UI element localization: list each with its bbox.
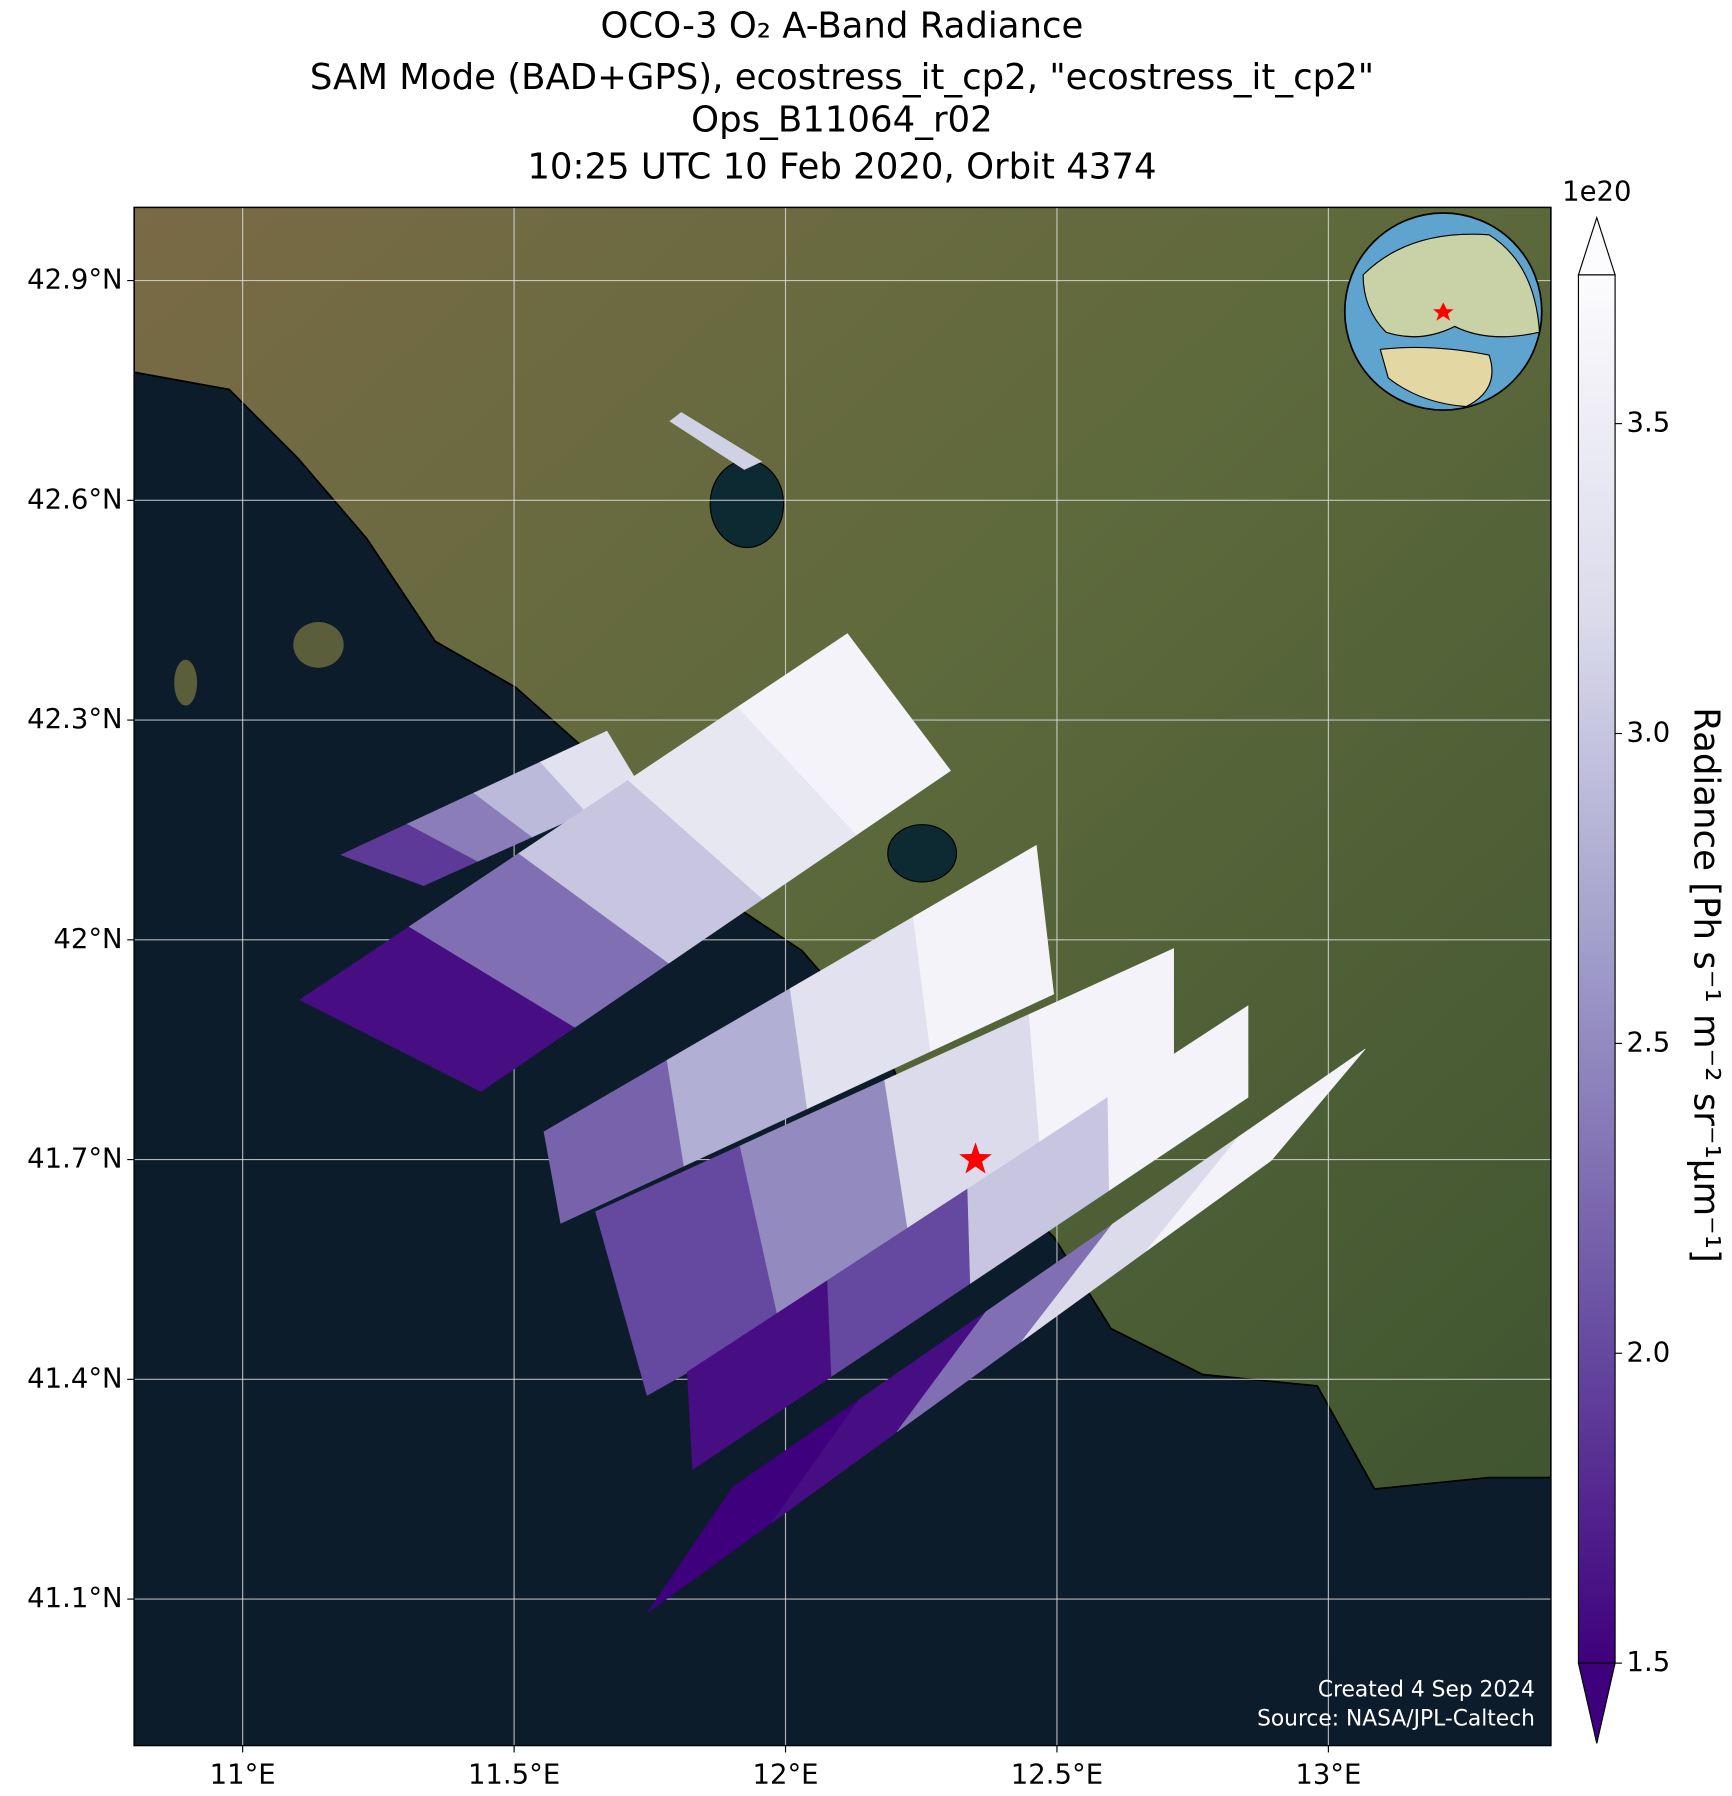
x-tick-label: 12°E: [752, 1758, 818, 1790]
colorbar-tick-label: 1.5: [1627, 1646, 1671, 1678]
globe-star: [1432, 302, 1454, 321]
x-tick-label: 11°E: [210, 1758, 276, 1790]
colorbar-tick-label: 2.5: [1627, 1026, 1671, 1058]
y-tick-label: 41.4°N: [27, 1362, 122, 1394]
y-tick-label: 41.1°N: [27, 1582, 122, 1614]
map: Created 4 Sep 2024 Source: NASA/JPL-Calt…: [134, 207, 1551, 1746]
island: [293, 621, 344, 668]
title-line: SAM Mode (BAD+GPS), ecostress_it_cp2, "e…: [310, 57, 1374, 98]
y-tick-label: 41.7°N: [27, 1143, 122, 1175]
swath-segment: [737, 633, 951, 836]
y-tick-label: 42°N: [53, 923, 122, 955]
target-star: [959, 1142, 992, 1174]
globe-land: [1362, 233, 1541, 338]
colorbar-tick-label: 3.0: [1627, 717, 1671, 749]
footer: Source: NASA/JPL-Caltech: [1257, 1706, 1535, 1731]
x-tick-label: 12.5°E: [1011, 1758, 1103, 1790]
map-frame: [133, 206, 1552, 1747]
colorbar-tick-label: 3.5: [1627, 407, 1671, 439]
island: [174, 659, 198, 706]
x-tick-label: 13°E: [1295, 1758, 1361, 1790]
lake: [887, 824, 958, 883]
title-line: 10:25 UTC 10 Feb 2020, Orbit 4374: [527, 146, 1156, 187]
title-line: Ops_B11064_r02: [691, 99, 993, 140]
colorbar-label: Radiance [Ph s⁻¹ m⁻² sr⁻¹μm⁻¹]: [1685, 707, 1726, 1263]
swath-segment: [912, 844, 1055, 1052]
colorbar: [1577, 274, 1616, 1664]
footer: Created 4 Sep 2024: [1318, 1678, 1535, 1703]
globe-land: [1379, 346, 1493, 408]
x-tick-label: 11.5°E: [468, 1758, 560, 1790]
y-tick-label: 42.3°N: [27, 703, 122, 735]
title-line: OCO-3 O₂ A-Band Radiance: [600, 5, 1083, 46]
colorbar-tick-label: 2.0: [1627, 1336, 1671, 1368]
lake: [709, 459, 785, 549]
colorbar-exponent: 1e20: [1562, 175, 1631, 207]
swath-segment: [1146, 1048, 1366, 1252]
globe-inset: [1343, 212, 1543, 411]
colorbar-extend: [1577, 215, 1616, 276]
y-tick-label: 42.6°N: [27, 483, 122, 515]
y-tick-label: 42.9°N: [27, 264, 122, 296]
colorbar-extend: [1577, 1662, 1616, 1744]
swath-segment: [669, 412, 763, 470]
swath-segment: [1107, 1005, 1249, 1191]
